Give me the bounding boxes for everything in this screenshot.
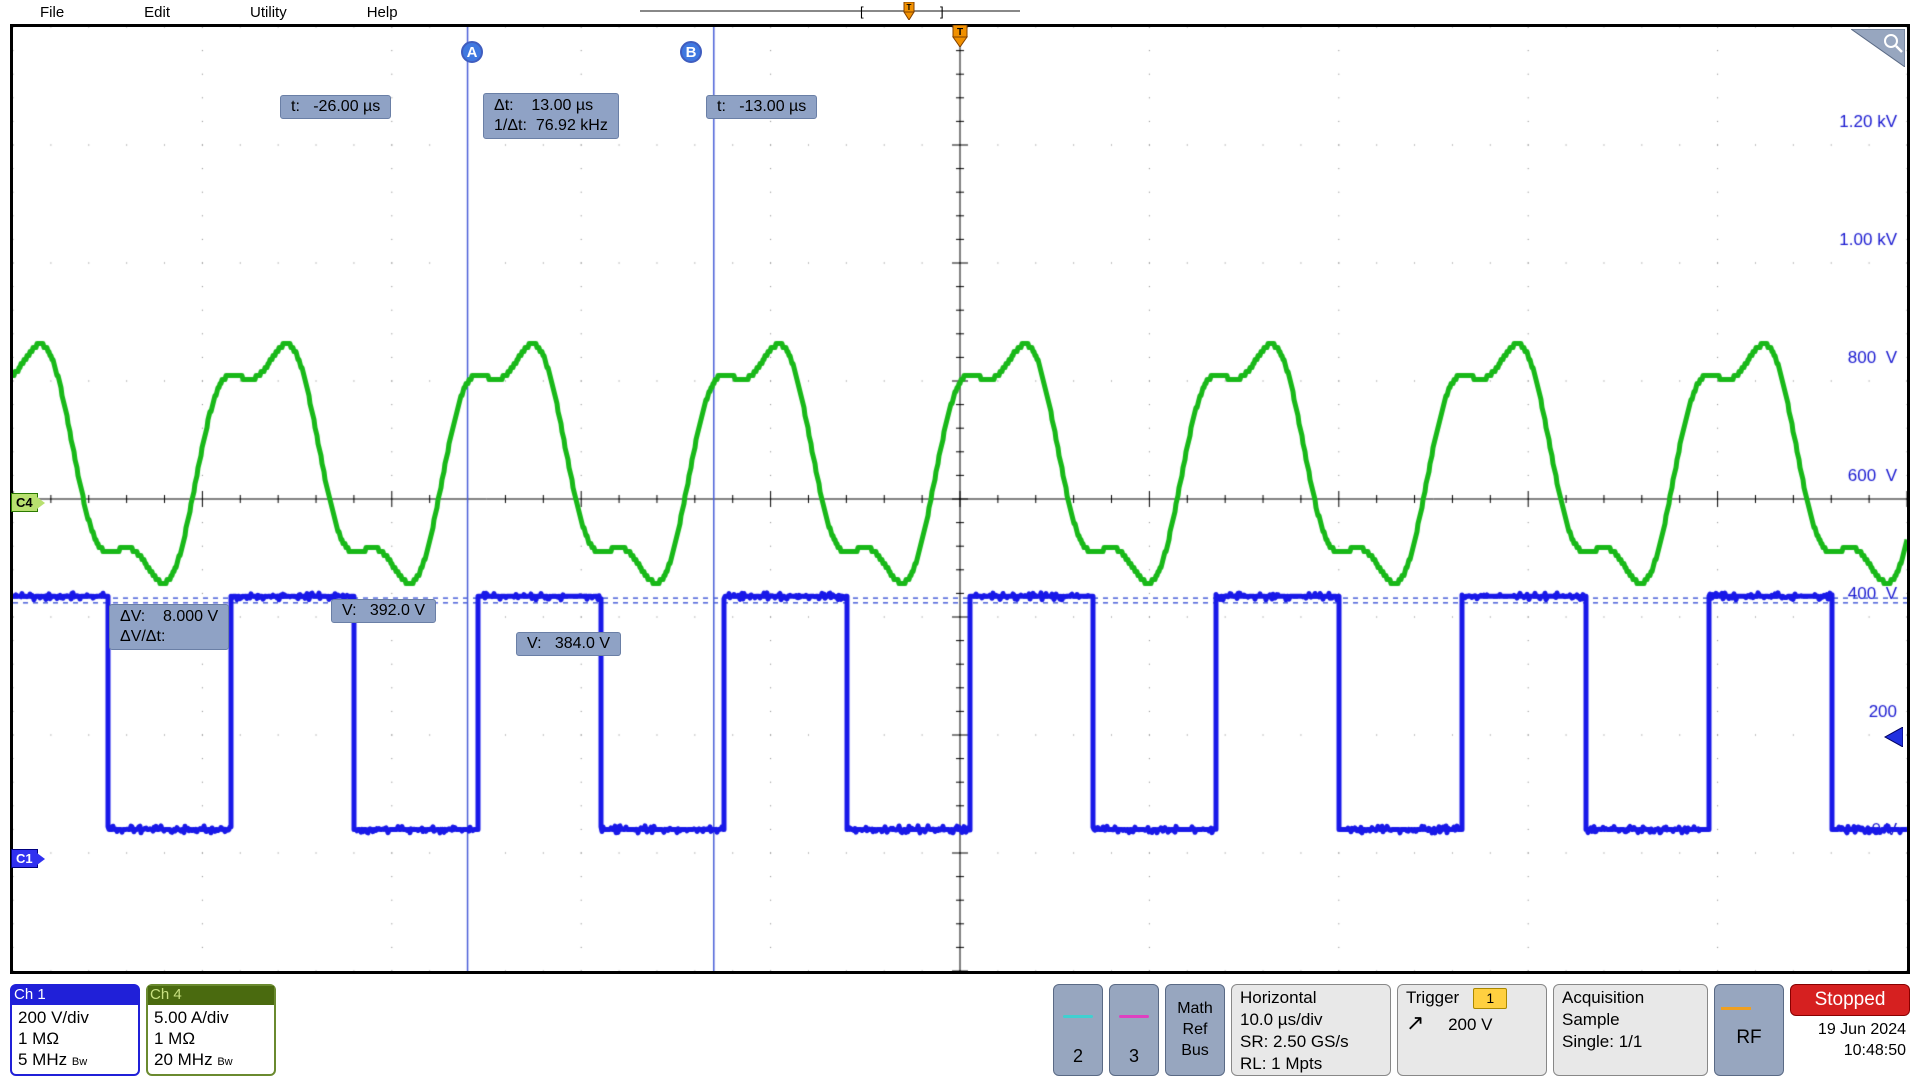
menu-utility[interactable]: Utility — [210, 2, 327, 23]
cursor-delta-time-pill: Δt: 13.00 µs 1/Δt: 76.92 kHz — [483, 93, 619, 139]
cursor-b-badge[interactable]: B — [680, 41, 702, 63]
trigger-marker-icon: T — [902, 2, 916, 20]
cursor-delta-v-pill: ΔV: 8.000 V ΔV/Δt: — [109, 604, 229, 650]
ch1-info-box[interactable]: Ch 1 200 V/div 1 MΩ 5 MHz Bᴡ — [10, 984, 140, 1076]
acquisition-mode: Sample — [1562, 1009, 1699, 1031]
cursor-va-pill: V: 392.0 V — [331, 599, 436, 623]
horizontal-samplerate: SR: 2.50 GS/s — [1240, 1031, 1382, 1053]
menu-file[interactable]: File — [0, 2, 104, 23]
trigger-edge-icon: ↗ — [1406, 1010, 1424, 1035]
bottom-panel: Ch 1 200 V/div 1 MΩ 5 MHz Bᴡ Ch 4 5.00 A… — [10, 984, 1910, 1076]
math-ref-bus-button[interactable]: Math Ref Bus — [1165, 984, 1225, 1076]
ch1-scale: 200 V/div — [18, 1007, 132, 1028]
ch4-ground-marker[interactable]: C4 — [11, 493, 38, 512]
trigger-panel[interactable]: Trigger 1 ↗ 200 V — [1397, 984, 1547, 1076]
ch1-header: Ch 1 — [12, 986, 138, 1005]
timeline-slider[interactable]: [ ] T — [640, 4, 1020, 18]
svg-text:T: T — [957, 27, 963, 38]
cursor-vb-pill: V: 384.0 V — [516, 632, 621, 656]
trigger-position-marker-icon[interactable]: T — [950, 25, 970, 47]
status-panel: Stopped 19 Jun 2024 10:48:50 — [1790, 984, 1910, 1076]
ch1-impedance: 1 MΩ — [18, 1028, 132, 1049]
acquisition-single: Single: 1/1 — [1562, 1031, 1699, 1053]
horizontal-title: Horizontal — [1240, 987, 1382, 1009]
cursor-a-time-pill: t: -26.00 µs — [280, 95, 391, 119]
trigger-source-badge: 1 — [1473, 988, 1507, 1008]
svg-text:T: T — [907, 3, 912, 12]
horizontal-panel[interactable]: Horizontal 10.0 µs/div SR: 2.50 GS/s RL:… — [1231, 984, 1391, 1076]
ch4-impedance: 1 MΩ — [154, 1028, 268, 1049]
ch1-bandwidth: 5 MHz — [18, 1050, 67, 1069]
acquisition-title: Acquisition — [1562, 987, 1699, 1009]
menu-bar: File Edit Utility Help [ ] T — [0, 0, 1920, 24]
ch4-header: Ch 4 — [148, 986, 274, 1005]
ch4-bandwidth: 20 MHz — [154, 1050, 213, 1069]
trigger-level-marker-icon[interactable] — [1883, 727, 1903, 747]
status-time: 10:48:50 — [1790, 1041, 1906, 1062]
waveform-canvas — [13, 27, 1907, 971]
rf-button[interactable]: RF — [1714, 984, 1784, 1076]
oscilloscope-display[interactable]: T A B t: -26.00 µs Δt: 13.00 µs 1/Δt: 76… — [10, 24, 1910, 974]
menu-edit[interactable]: Edit — [104, 2, 210, 23]
zoom-icon[interactable] — [1851, 29, 1905, 67]
trigger-title: Trigger — [1406, 988, 1459, 1007]
cursor-a-badge[interactable]: A — [461, 41, 483, 63]
ch2-button[interactable]: 2 — [1053, 984, 1103, 1076]
ch4-scale: 5.00 A/div — [154, 1007, 268, 1028]
trigger-level: 200 V — [1448, 1015, 1492, 1034]
horizontal-scale: 10.0 µs/div — [1240, 1009, 1382, 1031]
ch4-info-box[interactable]: Ch 4 5.00 A/div 1 MΩ 20 MHz Bᴡ — [146, 984, 276, 1076]
ch1-ground-marker[interactable]: C1 — [11, 849, 38, 868]
run-status[interactable]: Stopped — [1790, 984, 1910, 1016]
ch3-button[interactable]: 3 — [1109, 984, 1159, 1076]
cursor-b-time-pill: t: -13.00 µs — [706, 95, 817, 119]
bw-limit-icon: Bᴡ — [217, 1056, 232, 1068]
bw-limit-icon: Bᴡ — [72, 1056, 87, 1068]
status-date: 19 Jun 2024 — [1790, 1020, 1906, 1041]
menu-help[interactable]: Help — [327, 2, 438, 23]
horizontal-recordlen: RL: 1 Mpts — [1240, 1053, 1382, 1075]
acquisition-panel[interactable]: Acquisition Sample Single: 1/1 — [1553, 984, 1708, 1076]
